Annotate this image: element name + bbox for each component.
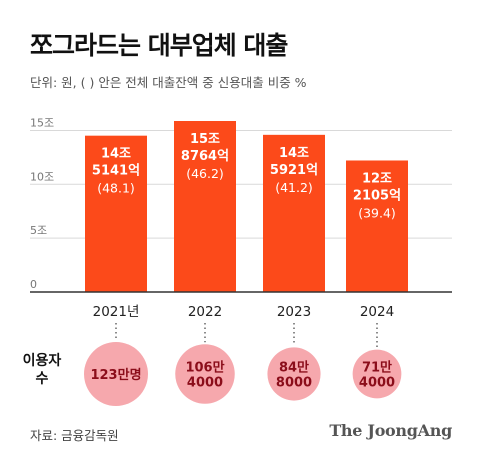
x-tick-label: 2024 (360, 304, 394, 320)
y-tick-label: 15조 (30, 116, 54, 129)
users-value-label: 4000 (187, 376, 223, 391)
y-tick-label: 0 (30, 278, 37, 291)
x-tick-label: 2022 (188, 304, 222, 320)
unit-note: 단위: 원, ( ) 안은 전체 대출잔액 중 신용대출 비중 % (30, 75, 307, 90)
x-tick-label: 2021년 (93, 304, 140, 320)
users-value-label: 4000 (359, 376, 395, 391)
source-note: 자료: 금융감독원 (30, 428, 119, 443)
users-value-label: 106만 (185, 360, 224, 376)
credit-share-label: (48.1) (97, 181, 135, 196)
users-value-label: 123만명 (90, 367, 141, 383)
credit-share-label: (46.2) (186, 166, 224, 181)
bar-value-label: 12조 (362, 171, 392, 186)
bar (263, 134, 325, 292)
users-circle (352, 349, 402, 399)
users-value-label: 84만 (279, 360, 309, 376)
users-value-label: 71만 (362, 360, 392, 376)
bar-value-label: 5921억 (270, 163, 318, 178)
users-value-label: 8000 (276, 376, 312, 391)
users-row-label: 이용자 수 (22, 353, 62, 387)
bar (346, 160, 408, 292)
bar-value-label: 14조 (279, 146, 309, 161)
y-tick-label: 5조 (30, 224, 47, 237)
users-circle (84, 342, 148, 406)
bar-value-label: 2105억 (353, 188, 401, 203)
page-title: 쪼그라드는 대부업체 대출 (30, 31, 288, 60)
bar-value-label: 8764억 (181, 149, 229, 164)
bar (85, 135, 147, 292)
users-circle (175, 344, 235, 404)
bar-value-label: 15조 (190, 132, 220, 147)
credit-share-label: (39.4) (358, 205, 396, 220)
x-tick-label: 2023 (277, 304, 311, 320)
publisher-logo: The JoongAng (329, 421, 452, 440)
y-tick-label: 10조 (30, 170, 54, 183)
credit-share-label: (41.2) (275, 180, 313, 195)
bar-value-label: 5141억 (92, 164, 140, 179)
users-circle (267, 347, 321, 401)
bar (174, 121, 236, 292)
bar-value-label: 14조 (101, 147, 131, 162)
